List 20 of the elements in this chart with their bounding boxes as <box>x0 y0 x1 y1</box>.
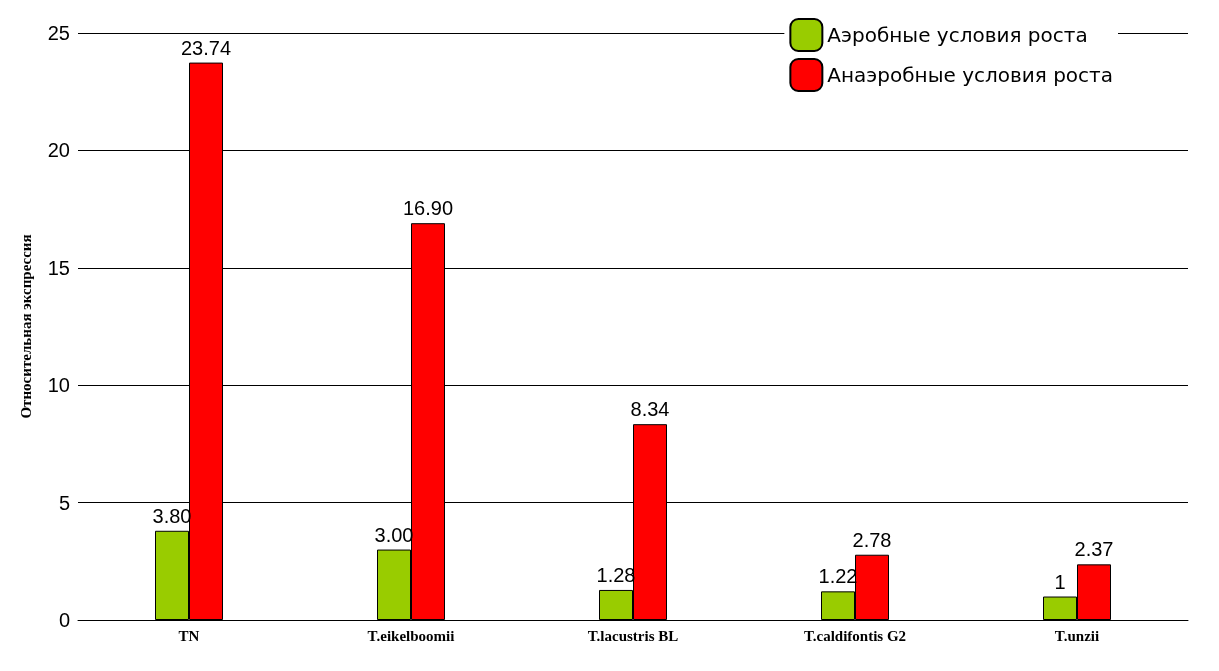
x-tick-label: T.eikelboomii <box>367 627 455 644</box>
data-label: 16.90 <box>402 197 454 220</box>
data-label: 1 <box>1054 570 1066 593</box>
legend-label: Анаэробные условия роста <box>827 63 1114 87</box>
y-tick-label: 15 <box>47 256 70 279</box>
y-tick-label: 25 <box>47 22 70 44</box>
y-tick-label: 10 <box>47 374 70 397</box>
x-tick-label: T.unzii <box>1054 627 1100 644</box>
data-label: 2.78 <box>852 528 892 551</box>
x-tick-label: T.caldifontis G2 <box>803 627 907 644</box>
y-axis-title: Относительная экспрессия <box>17 234 34 419</box>
data-label: 8.34 <box>630 398 670 421</box>
data-label: 2.37 <box>1074 538 1114 561</box>
x-tick-label: TN <box>178 627 200 644</box>
data-label: 23.74 <box>180 36 232 59</box>
y-tick-label: 20 <box>47 139 70 162</box>
y-tick-label: 5 <box>58 491 70 514</box>
y-tick-label: 0 <box>58 609 70 631</box>
legend-label: Аэробные условия роста <box>827 23 1088 47</box>
x-tick-label: T.lacustris BL <box>587 627 679 644</box>
